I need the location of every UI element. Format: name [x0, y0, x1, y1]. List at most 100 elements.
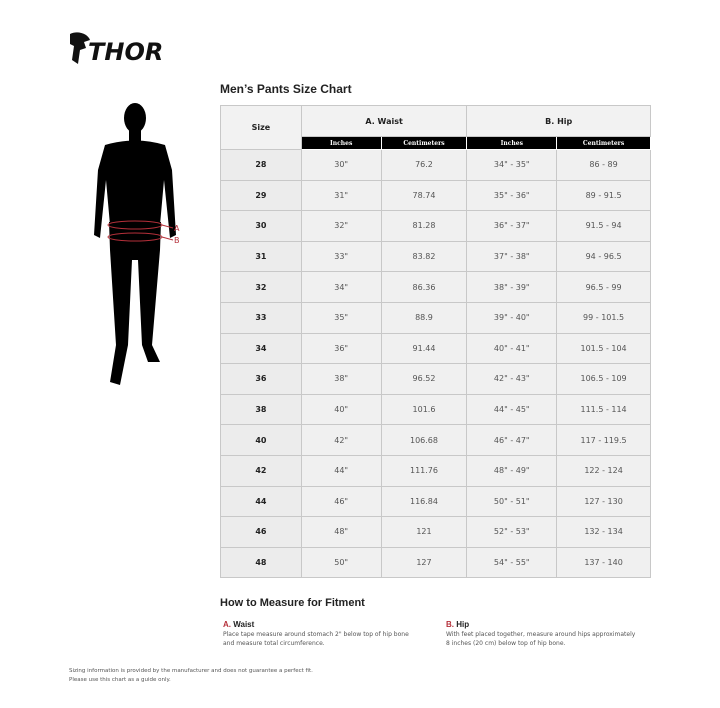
label-b: B — [174, 236, 180, 245]
hip-cm-cell: 127 - 130 — [556, 485, 651, 518]
size-cell: 36 — [220, 363, 302, 395]
hip-inches-cell: 37" - 38" — [466, 240, 558, 273]
hip-inches-cell: 52" - 53" — [466, 516, 558, 548]
hip-cm-cell: 86 - 89 — [556, 149, 651, 181]
table-row: 36 38" 96.52 42" - 43" 106.5 - 109 — [220, 363, 651, 395]
table-row: 44 46" 116.84 50" - 51" 127 - 130 — [220, 485, 651, 518]
waist-inches-cell: 30" — [300, 149, 382, 181]
size-cell: 30 — [220, 210, 302, 242]
chart-title: Men’s Pants Size Chart — [220, 82, 352, 96]
waist-cm-cell: 116.84 — [380, 485, 468, 518]
hip-name: Hip — [456, 620, 470, 629]
waist-inches-cell: 31" — [300, 179, 382, 212]
table-row: 46 48" 121 52" - 53" 132 - 134 — [220, 516, 651, 548]
waist-cm-cell: 88.9 — [380, 301, 468, 334]
waist-name: Waist — [233, 620, 255, 629]
size-cell: 38 — [220, 393, 302, 426]
waist-inches-cell: 34" — [300, 271, 382, 303]
waist-cm-cell: 81.28 — [380, 210, 468, 242]
size-header: Size — [220, 105, 302, 150]
waist-header: A. Waist — [300, 105, 468, 137]
table-row: 32 34" 86.36 38" - 39" 96.5 - 99 — [220, 271, 651, 303]
table-row: 28 30" 76.2 34" - 35" 86 - 89 — [220, 149, 651, 181]
table-row: 33 35" 88.9 39" - 40" 99 - 101.5 — [220, 301, 651, 334]
size-cell: 42 — [220, 454, 302, 487]
hip-inches-cell: 54" - 55" — [466, 546, 558, 579]
size-table: Size A. Waist B. Hip Inches Centimeters … — [220, 105, 651, 579]
waist-cm-header: Centimeters — [380, 136, 468, 150]
waist-inches-header: Inches — [300, 136, 382, 150]
disclaimer: Sizing information is provided by the ma… — [69, 667, 313, 685]
hip-inches-cell: 46" - 47" — [466, 424, 558, 456]
hip-inches-cell: 40" - 41" — [466, 332, 558, 365]
size-cell: 40 — [220, 424, 302, 456]
hip-cm-cell: 96.5 - 99 — [556, 271, 651, 303]
hip-inches-cell: 35" - 36" — [466, 179, 558, 212]
disclaimer-line: Please use this chart as a guide only. — [69, 677, 171, 683]
hip-inches-cell: 38" - 39" — [466, 271, 558, 303]
hip-text: With feet placed together, measure aroun… — [446, 631, 636, 647]
hip-header: B. Hip — [466, 105, 651, 137]
size-cell: 32 — [220, 271, 302, 303]
waist-inches-cell: 44" — [300, 454, 382, 487]
waist-text: Place tape measure around stomach 2" bel… — [223, 631, 409, 647]
waist-inches-cell: 40" — [300, 393, 382, 426]
hip-inches-header: Inches — [466, 136, 558, 150]
table-row: 38 40" 101.6 44" - 45" 111.5 - 114 — [220, 393, 651, 426]
waist-cm-cell: 76.2 — [380, 149, 468, 181]
waist-inches-cell: 48" — [300, 516, 382, 548]
label-a: A — [174, 224, 180, 233]
hip-cm-header: Centimeters — [556, 136, 651, 150]
thor-logo: THOR — [70, 32, 163, 66]
waist-cm-cell: 91.44 — [380, 332, 468, 365]
waist-inches-cell: 38" — [300, 363, 382, 395]
hip-cm-cell: 94 - 96.5 — [556, 240, 651, 273]
hip-inches-cell: 36" - 37" — [466, 210, 558, 242]
hip-cm-cell: 101.5 - 104 — [556, 332, 651, 365]
hip-instructions: B. Hip With feet placed together, measur… — [446, 620, 636, 648]
size-cell: 31 — [220, 240, 302, 273]
waist-cm-cell: 121 — [380, 516, 468, 548]
hip-inches-cell: 44" - 45" — [466, 393, 558, 426]
waist-inches-cell: 36" — [300, 332, 382, 365]
size-cell: 46 — [220, 516, 302, 548]
table-row: 42 44" 111.76 48" - 49" 122 - 124 — [220, 454, 651, 487]
waist-inches-cell: 33" — [300, 240, 382, 273]
waist-cm-cell: 101.6 — [380, 393, 468, 426]
waist-inches-cell: 32" — [300, 210, 382, 242]
table-row: 29 31" 78.74 35" - 36" 89 - 91.5 — [220, 179, 651, 212]
table-row: 34 36" 91.44 40" - 41" 101.5 - 104 — [220, 332, 651, 365]
size-cell: 48 — [220, 546, 302, 579]
table-row: 31 33" 83.82 37" - 38" 94 - 96.5 — [220, 240, 651, 273]
waist-cm-cell: 86.36 — [380, 271, 468, 303]
hip-cm-cell: 91.5 - 94 — [556, 210, 651, 242]
size-cell: 34 — [220, 332, 302, 365]
hip-cm-cell: 99 - 101.5 — [556, 301, 651, 334]
hip-cm-cell: 132 - 134 — [556, 516, 651, 548]
waist-inches-cell: 42" — [300, 424, 382, 456]
hip-cm-cell: 106.5 - 109 — [556, 363, 651, 395]
hip-cm-cell: 117 - 119.5 — [556, 424, 651, 456]
waist-inches-cell: 46" — [300, 485, 382, 518]
svg-text:THOR: THOR — [88, 38, 163, 66]
hip-cm-cell: 137 - 140 — [556, 546, 651, 579]
waist-inches-cell: 50" — [300, 546, 382, 579]
hip-inches-cell: 50" - 51" — [466, 485, 558, 518]
waist-cm-cell: 78.74 — [380, 179, 468, 212]
size-cell: 33 — [220, 301, 302, 334]
howto-title: How to Measure for Fitment — [220, 597, 365, 609]
waist-cm-cell: 96.52 — [380, 363, 468, 395]
hip-inches-cell: 42" - 43" — [466, 363, 558, 395]
hip-inches-cell: 48" - 49" — [466, 454, 558, 487]
waist-cm-cell: 111.76 — [380, 454, 468, 487]
waist-cm-cell: 127 — [380, 546, 468, 579]
table-row: 30 32" 81.28 36" - 37" 91.5 - 94 — [220, 210, 651, 242]
size-cell: 44 — [220, 485, 302, 518]
waist-cm-cell: 83.82 — [380, 240, 468, 273]
hip-cm-cell: 122 - 124 — [556, 454, 651, 487]
waist-inches-cell: 35" — [300, 301, 382, 334]
waist-letter: A. — [223, 620, 231, 629]
size-cell: 29 — [220, 179, 302, 212]
waist-instructions: A. Waist Place tape measure around stoma… — [223, 620, 413, 648]
